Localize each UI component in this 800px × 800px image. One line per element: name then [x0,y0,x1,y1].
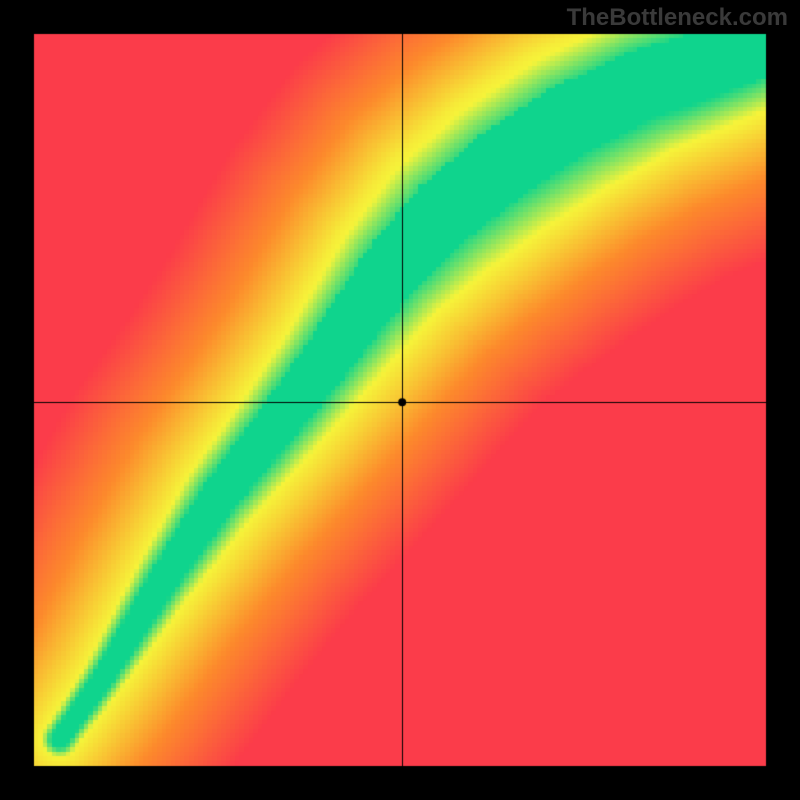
watermark-text: TheBottleneck.com [567,4,788,32]
chart-container: TheBottleneck.com [0,0,800,800]
heatmap-canvas [0,0,800,800]
